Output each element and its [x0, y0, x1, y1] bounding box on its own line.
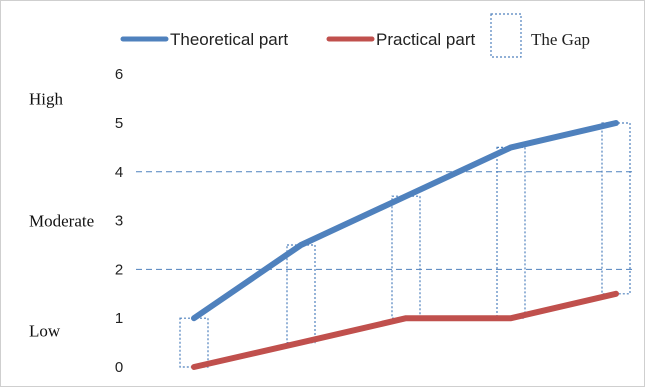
- legend: Theoretical part Practical part The Gap: [120, 13, 590, 58]
- series-line-practical: [191, 290, 619, 370]
- gap-boxes: [179, 122, 631, 368]
- reference-lines: [136, 171, 634, 270]
- y-tick-label-6: 6: [115, 66, 123, 83]
- y-tick-label-5: 5: [115, 115, 123, 132]
- y-axis-ticks: 0 1 2 3 4 5 6: [115, 66, 123, 376]
- y-tick-label-4: 4: [115, 164, 123, 181]
- gap-box-1: [179, 317, 209, 368]
- y-tick-label-0: 0: [115, 359, 123, 376]
- gap-box-3: [391, 195, 421, 319]
- band-label-high: High: [29, 90, 64, 109]
- band-label-moderate: Moderate: [29, 212, 94, 231]
- band-label-low: Low: [29, 321, 61, 340]
- gap-box-4: [496, 146, 526, 319]
- series-lines: [191, 120, 619, 370]
- level-bands: High Moderate Low: [29, 90, 94, 341]
- y-tick-label-1: 1: [115, 310, 123, 327]
- series-line-theoretical: [191, 120, 619, 322]
- legend-label-gap: The Gap: [531, 30, 590, 49]
- gap-box-2: [286, 244, 316, 344]
- legend-label-theoretical: Theoretical part: [170, 30, 288, 49]
- legend-swatch-gap: [490, 13, 522, 58]
- legend-label-practical: Practical part: [376, 30, 475, 49]
- y-tick-label-2: 2: [115, 261, 123, 278]
- gap-box-5: [601, 122, 631, 295]
- y-tick-label-3: 3: [115, 213, 123, 230]
